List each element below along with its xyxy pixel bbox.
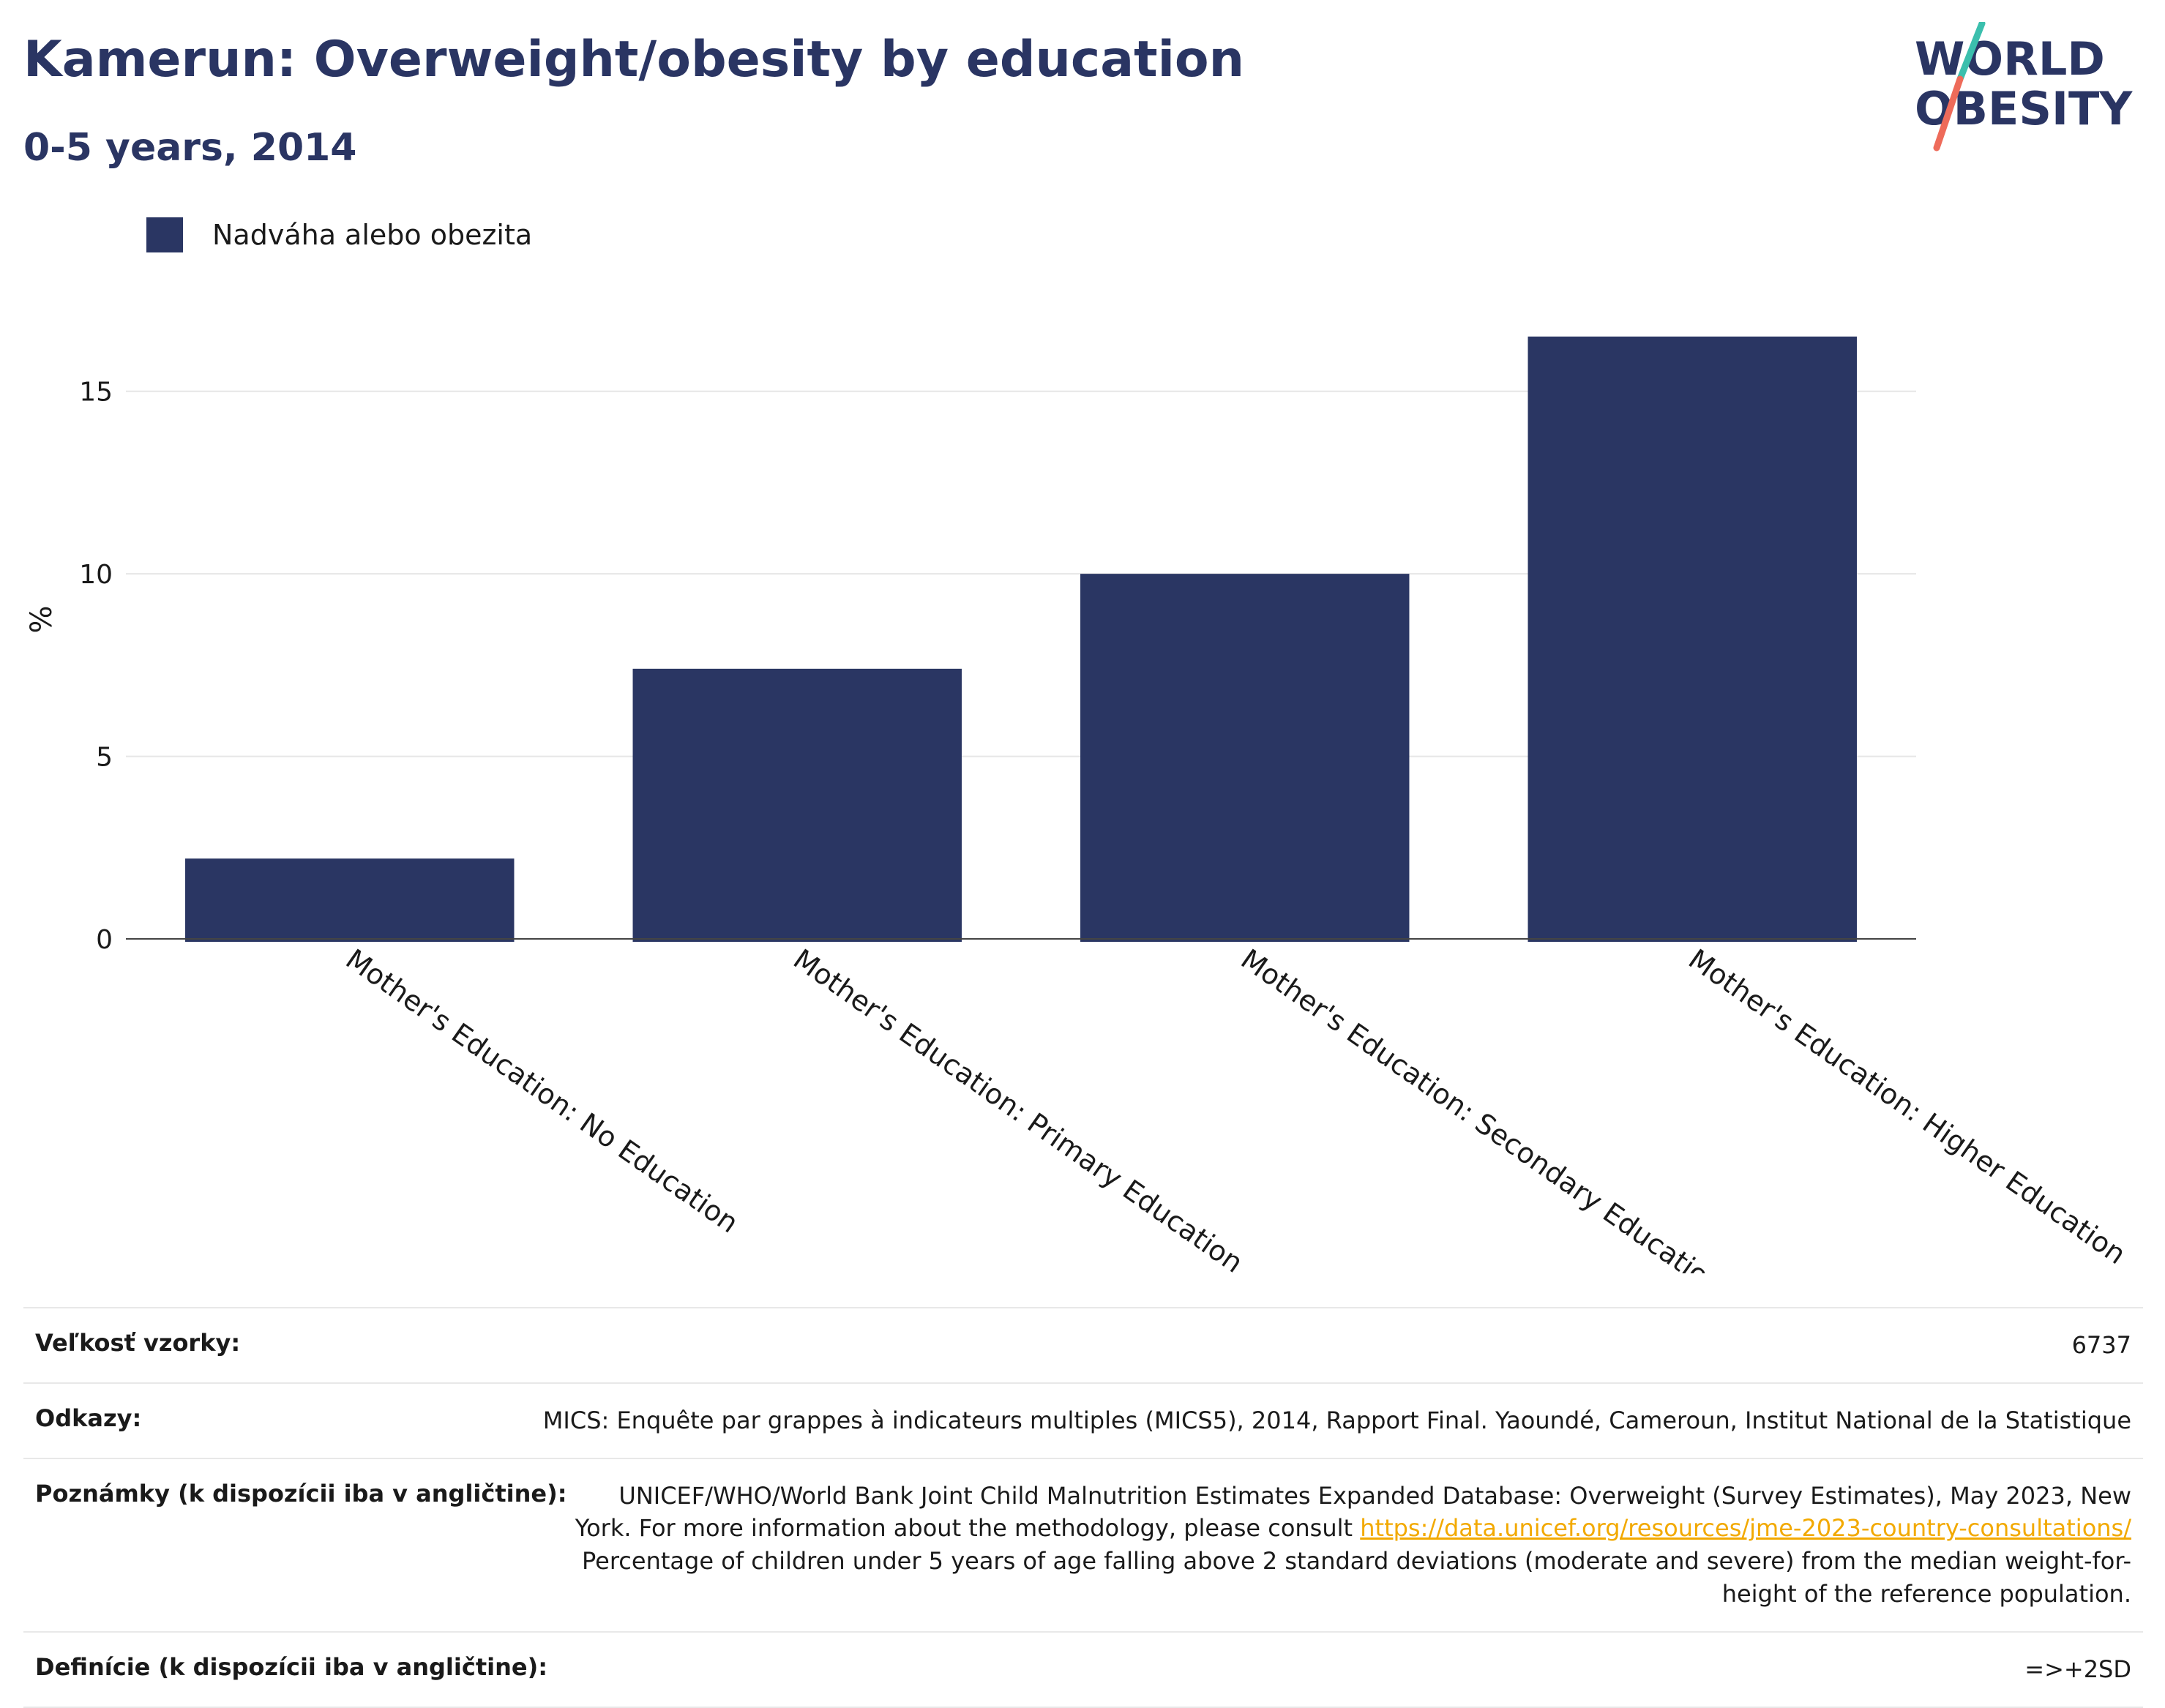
remarks-text: UNICEF/WHO/World Bank Joint Child Malnut…	[575, 1481, 2131, 1543]
remarks-definition-text: Percentage of children under 5 years of …	[582, 1547, 2131, 1608]
chart-subtitle: 0-5 years, 2014	[23, 126, 357, 170]
references-value: MICS: Enquête par grappes à indicateurs …	[542, 1406, 2131, 1434]
legend-swatch	[146, 217, 183, 252]
references-row: Odkazy: MICS: Enquête par grappes à indi…	[23, 1382, 2143, 1458]
x-tick-label: Mother's Education: No Education	[340, 943, 744, 1239]
y-tick-label: 5	[96, 743, 113, 773]
logo-slash-teal	[1956, 22, 1986, 83]
definitions-value: =>+2SD	[2024, 1655, 2131, 1683]
references-label: Odkazy:	[35, 1404, 142, 1432]
methodology-link[interactable]: https://data.unicef.org/resources/jme-20…	[1360, 1514, 2131, 1543]
y-tick-label: 0	[96, 925, 113, 955]
remarks-row: Poznámky (k dispozícii iba v angličtine)…	[23, 1457, 2143, 1631]
x-tick-label: Mother's Education: Primary Education	[788, 943, 1249, 1273]
bar	[1080, 574, 1410, 942]
logo-text-world: WORLD	[1915, 32, 2105, 86]
notes-table: Veľkosť vzorky: 6737 Odkazy: MICS: Enquê…	[23, 1307, 2143, 1708]
sample-size-label: Veľkosť vzorky:	[35, 1329, 241, 1357]
y-tick-label: 10	[79, 560, 113, 590]
x-tick-label: Mother's Education: Higher Education	[1683, 943, 2131, 1270]
definitions-row: Definície (k dispozícii iba v angličtine…	[23, 1630, 2143, 1708]
chart-title: Kamerun: Overweight/obesity by education	[23, 31, 1245, 89]
y-tick-label: 15	[79, 378, 113, 408]
bar	[632, 668, 962, 942]
bar	[185, 858, 515, 942]
sample-size-row: Veľkosť vzorky: 6737	[23, 1307, 2143, 1382]
definitions-label: Definície (k dispozícii iba v angličtine…	[35, 1652, 547, 1681]
bar	[1528, 336, 1857, 942]
logo-slash-coral	[1933, 75, 1964, 151]
remarks-value: UNICEF/WHO/World Bank Joint Child Malnut…	[567, 1480, 2131, 1611]
sample-size-value: 6737	[2071, 1331, 2131, 1359]
legend[interactable]: Nadváha alebo obezita	[146, 216, 532, 254]
legend-label: Nadváha alebo obezita	[212, 219, 533, 251]
world-obesity-logo[interactable]: WORLD OBESITY	[1903, 22, 2152, 154]
y-axis-title: %	[25, 605, 59, 633]
x-tick-label: Mother's Education: Secondary Education	[1235, 943, 1730, 1273]
remarks-label: Poznámky (k dispozícii iba v angličtine)…	[35, 1479, 567, 1507]
